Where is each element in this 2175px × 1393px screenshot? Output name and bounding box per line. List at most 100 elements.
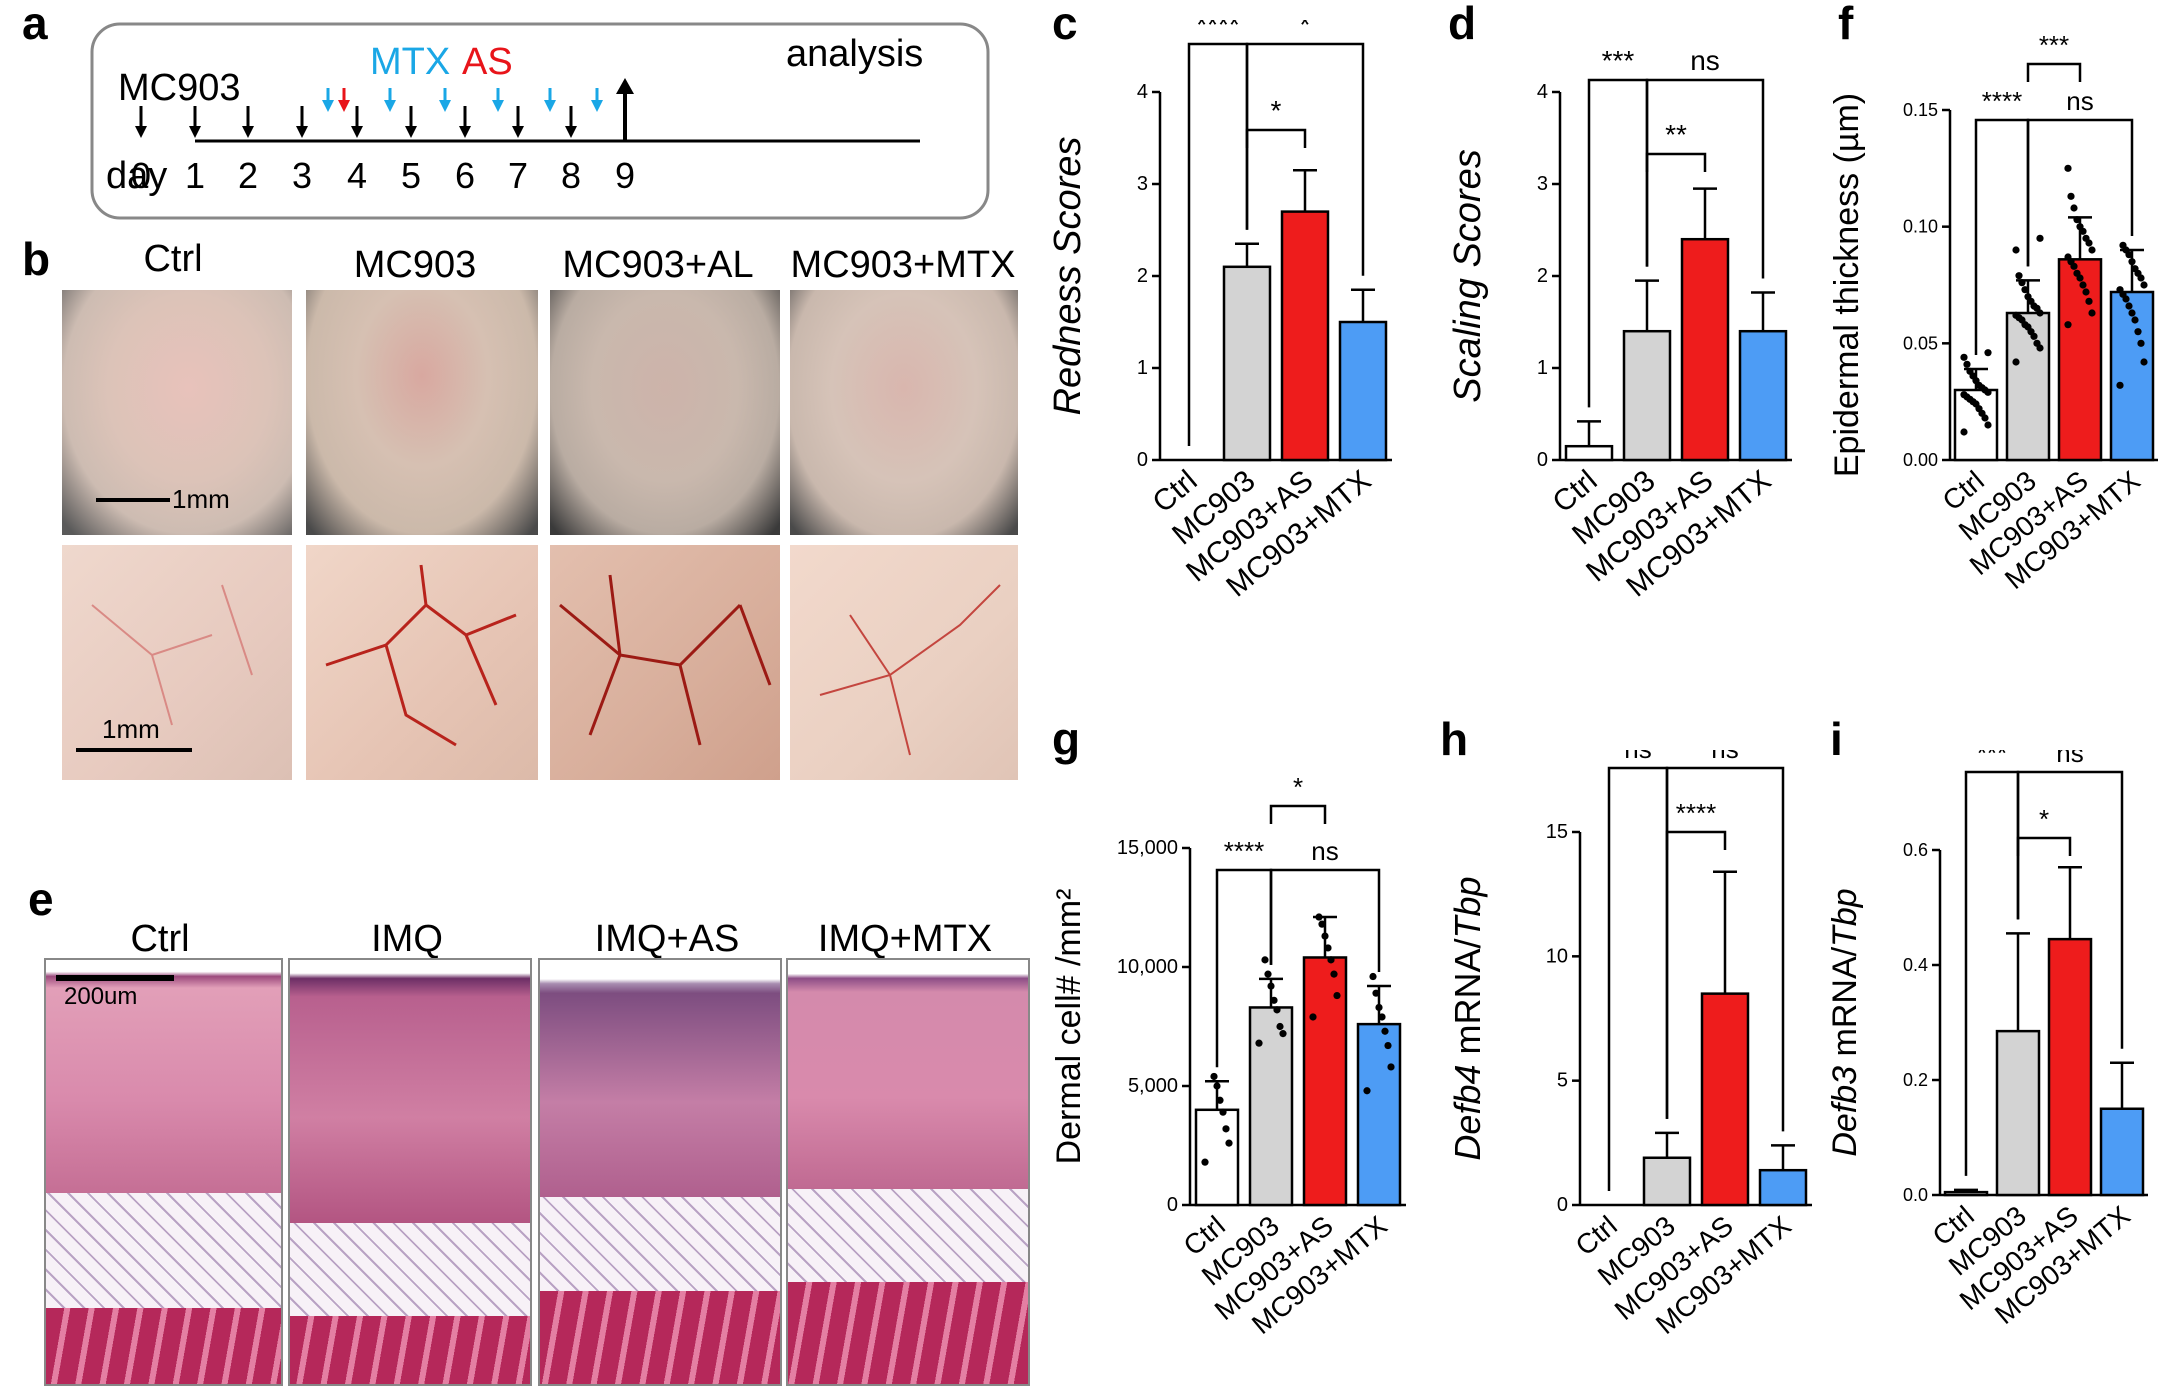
panel-label-i: i (1830, 713, 1843, 765)
bar-mc903-mtx (1338, 320, 1388, 462)
data-point (2064, 253, 2072, 261)
histo-label-imq-mtx: IMQ+MTX (817, 918, 993, 960)
data-point (1966, 367, 1974, 375)
mc903-arrow-head (189, 126, 201, 138)
vessel-pattern (819, 584, 1001, 756)
data-point (1960, 391, 1968, 399)
bar-ctrl (1943, 1190, 1989, 1197)
data-point (1333, 991, 1341, 1000)
bar-mc903 (1622, 329, 1672, 462)
timeline-treatment-label: MC903 (118, 67, 241, 109)
data-point (2012, 311, 2020, 319)
significance-label: **** (1224, 836, 1264, 866)
y-axis-label: Dermal cell# /mm² (1050, 889, 1088, 1165)
bar-mc903-mtx (2109, 290, 2155, 462)
y-tick-label: 5,000 (1128, 1075, 1178, 1097)
y-tick-label: 0.05 (1903, 333, 1938, 353)
timeline-day-4: 4 (347, 155, 367, 196)
mc903-arrow-head (512, 126, 524, 138)
data-point (1384, 1041, 1392, 1050)
data-point (1327, 956, 1335, 964)
histology-ctrl (44, 958, 283, 1386)
mtx-arrow-head (492, 100, 504, 112)
significance-bracket (1645, 152, 1707, 172)
significance-bracket (2026, 62, 2082, 82)
data-point (2064, 321, 2072, 329)
y-tick-label: 4 (1537, 81, 1548, 103)
bar-mc903-mtx (1356, 1022, 1402, 1207)
data-point (2012, 246, 2020, 254)
data-point (1279, 1030, 1287, 1038)
data-point (2076, 223, 2084, 231)
photo-label-mc903-al: MC903+AL (562, 244, 754, 286)
mc903-arrow-head (565, 126, 577, 138)
y-tick-label: 15,000 (1117, 837, 1178, 859)
panel-label-e: e (28, 873, 54, 925)
data-point (2073, 216, 2081, 224)
significance-label: * (1293, 772, 1303, 802)
mc903-arrow-head (135, 126, 147, 138)
data-point (1264, 970, 1272, 978)
timeline-day-7: 7 (508, 155, 528, 196)
bar-mc903-as (1280, 210, 1330, 462)
data-point (2036, 234, 2044, 242)
data-point (1261, 956, 1269, 964)
significance-label: * (1300, 20, 1311, 40)
data-point (2137, 339, 2145, 347)
data-point (1210, 1072, 1218, 1081)
mc903-arrow-head (351, 126, 363, 138)
data-point (2064, 164, 2072, 172)
data-point (1273, 1006, 1281, 1014)
timeline-analysis-label: analysis (786, 33, 923, 75)
data-point (2067, 192, 2075, 200)
mc903-arrow-head (459, 126, 471, 138)
significance-bracket (1665, 830, 1727, 850)
timeline-day-8: 8 (561, 155, 581, 196)
data-point (1225, 1139, 1233, 1147)
timeline-as-label: AS (462, 41, 513, 83)
significance-label: ns (2056, 750, 2083, 768)
bar-mc903 (2005, 311, 2051, 462)
data-point (1216, 1096, 1224, 1104)
y-tick-label: 1 (1137, 357, 1148, 379)
y-tick-label: 0 (1137, 449, 1148, 471)
timeline-day-5: 5 (401, 155, 421, 196)
data-point (1201, 1158, 1209, 1166)
mc903-arrow-head (296, 126, 308, 138)
significance-label: *** (1977, 750, 2007, 768)
bar-mc903-as (2047, 937, 2093, 1197)
y-axis-label: Redness Scores (1047, 137, 1089, 416)
y-tick-label: 3 (1137, 173, 1148, 195)
histology-imq-mtx (786, 958, 1030, 1386)
data-point (2140, 281, 2148, 289)
mtx-arrow-head (322, 100, 334, 112)
y-tick-label: 2 (1537, 265, 1548, 287)
y-axis-label: Scaling Scores (1447, 149, 1489, 402)
vessel-photo-mc903-al (550, 545, 780, 780)
y-axis-label: Epidermal thickness (µm) (1828, 93, 1866, 477)
skin-photo-mc903 (306, 290, 538, 535)
significance-label: *** (2039, 30, 2069, 60)
data-point (2018, 279, 2026, 287)
y-tick-label: 0.0 (1903, 1185, 1928, 1205)
data-point (1381, 1027, 1389, 1035)
skin-photo-mc903-al (550, 290, 780, 535)
data-point (1315, 913, 1323, 921)
y-axis-label: Defb3 mRNA/Tbp (1826, 888, 1864, 1156)
mc903-arrow-head (405, 126, 417, 138)
data-point (1963, 360, 1971, 368)
photo-label-mc903-mtx: MC903+MTX (790, 244, 1016, 286)
photo-label-ctrl: Ctrl (143, 238, 203, 280)
histology-imq-as (538, 958, 782, 1386)
timeline-day-2: 2 (238, 155, 258, 196)
data-point (1255, 1039, 1263, 1047)
mc903-arrow-head (242, 126, 254, 138)
significance-label: * (2039, 804, 2049, 834)
analysis-arrow-head (616, 78, 634, 94)
mtx-arrow-head (384, 100, 396, 112)
